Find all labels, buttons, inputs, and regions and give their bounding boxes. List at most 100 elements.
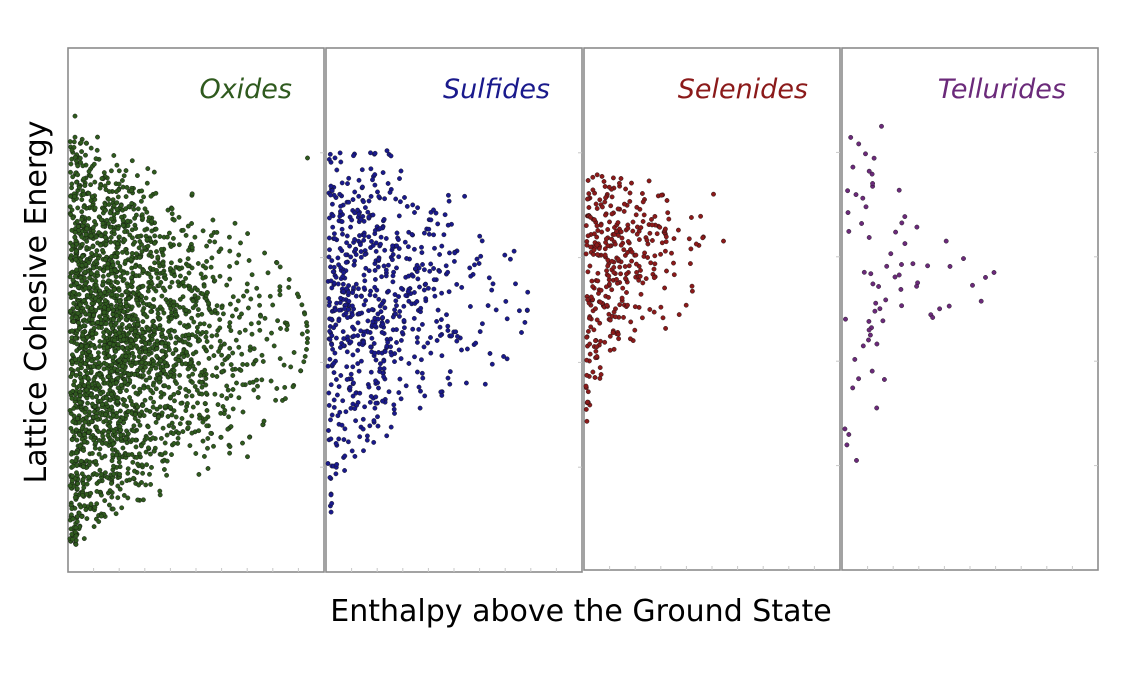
data-point (843, 316, 848, 322)
data-point (79, 263, 85, 268)
data-point (210, 274, 216, 280)
data-point (107, 502, 112, 508)
data-point (109, 391, 114, 397)
panel-title-sulfides: Sulfides (443, 74, 550, 105)
data-point (411, 246, 417, 252)
data-point (625, 249, 630, 255)
data-point (398, 396, 404, 402)
data-point (328, 159, 334, 165)
data-point (334, 461, 340, 467)
data-point (173, 414, 179, 420)
data-point (337, 213, 343, 219)
data-point (362, 205, 368, 211)
data-point (326, 302, 332, 308)
data-point (69, 227, 75, 233)
data-point (649, 222, 655, 228)
data-point (489, 361, 495, 367)
data-point (113, 380, 119, 386)
data-point (69, 395, 75, 401)
data-point (357, 434, 363, 440)
data-point (169, 206, 175, 212)
data-point (130, 459, 136, 465)
data-point (99, 513, 104, 519)
data-point (645, 255, 650, 260)
data-point (610, 330, 616, 336)
data-point (390, 273, 396, 279)
data-point (124, 270, 130, 276)
data-point (226, 324, 232, 329)
data-point (615, 220, 621, 226)
data-point (72, 357, 78, 362)
data-point (327, 337, 333, 342)
data-point (375, 414, 380, 420)
data-point (245, 454, 250, 460)
panel-title-oxides: Oxides (199, 74, 292, 105)
data-point (261, 418, 267, 424)
data-point (125, 218, 131, 224)
data-point (150, 435, 156, 441)
data-point (150, 382, 156, 388)
data-point (180, 429, 186, 434)
data-point (69, 531, 75, 537)
data-point (115, 226, 121, 231)
data-point (853, 192, 859, 198)
data-point (70, 277, 76, 283)
data-point (145, 166, 151, 172)
data-point (274, 386, 280, 391)
data-point (217, 338, 223, 344)
data-point (149, 254, 155, 259)
data-point (129, 279, 135, 285)
data-point (328, 183, 334, 189)
data-point (88, 270, 94, 276)
data-point (376, 194, 382, 200)
data-point (410, 273, 416, 279)
data-point (634, 269, 639, 275)
data-point (856, 141, 862, 147)
data-point (625, 302, 630, 308)
data-point (195, 261, 201, 266)
data-point (81, 192, 87, 197)
data-point (81, 439, 87, 445)
data-point (92, 205, 98, 211)
data-point (640, 219, 646, 224)
data-point (149, 228, 155, 234)
data-point (382, 349, 388, 354)
data-point (401, 318, 407, 323)
data-point (119, 367, 125, 373)
data-point (117, 424, 123, 429)
data-point (337, 345, 343, 350)
data-point (137, 386, 143, 392)
data-point (107, 488, 113, 493)
data-point (614, 228, 619, 234)
data-point (205, 466, 211, 471)
data-point (404, 203, 410, 209)
data-point (122, 358, 128, 363)
data-point (96, 350, 101, 356)
data-point (663, 325, 668, 331)
data-point (961, 256, 966, 261)
data-point (120, 218, 126, 223)
data-point (198, 380, 204, 385)
data-point (92, 504, 98, 510)
data-point (379, 329, 385, 335)
data-point (396, 254, 402, 260)
data-point (431, 277, 437, 283)
data-point (584, 357, 590, 363)
data-point (140, 283, 146, 289)
data-point (89, 418, 95, 424)
data-point (348, 254, 354, 260)
data-point (171, 440, 177, 446)
data-point (151, 327, 157, 333)
data-point (633, 212, 639, 218)
data-point (879, 123, 884, 129)
data-point (355, 347, 361, 353)
data-point (377, 361, 383, 367)
data-point (218, 410, 224, 416)
data-point (329, 316, 334, 322)
data-point (228, 393, 234, 399)
data-point (343, 259, 349, 265)
data-point (189, 315, 195, 321)
data-point (124, 288, 130, 294)
data-point (68, 169, 73, 175)
data-point (163, 276, 169, 282)
